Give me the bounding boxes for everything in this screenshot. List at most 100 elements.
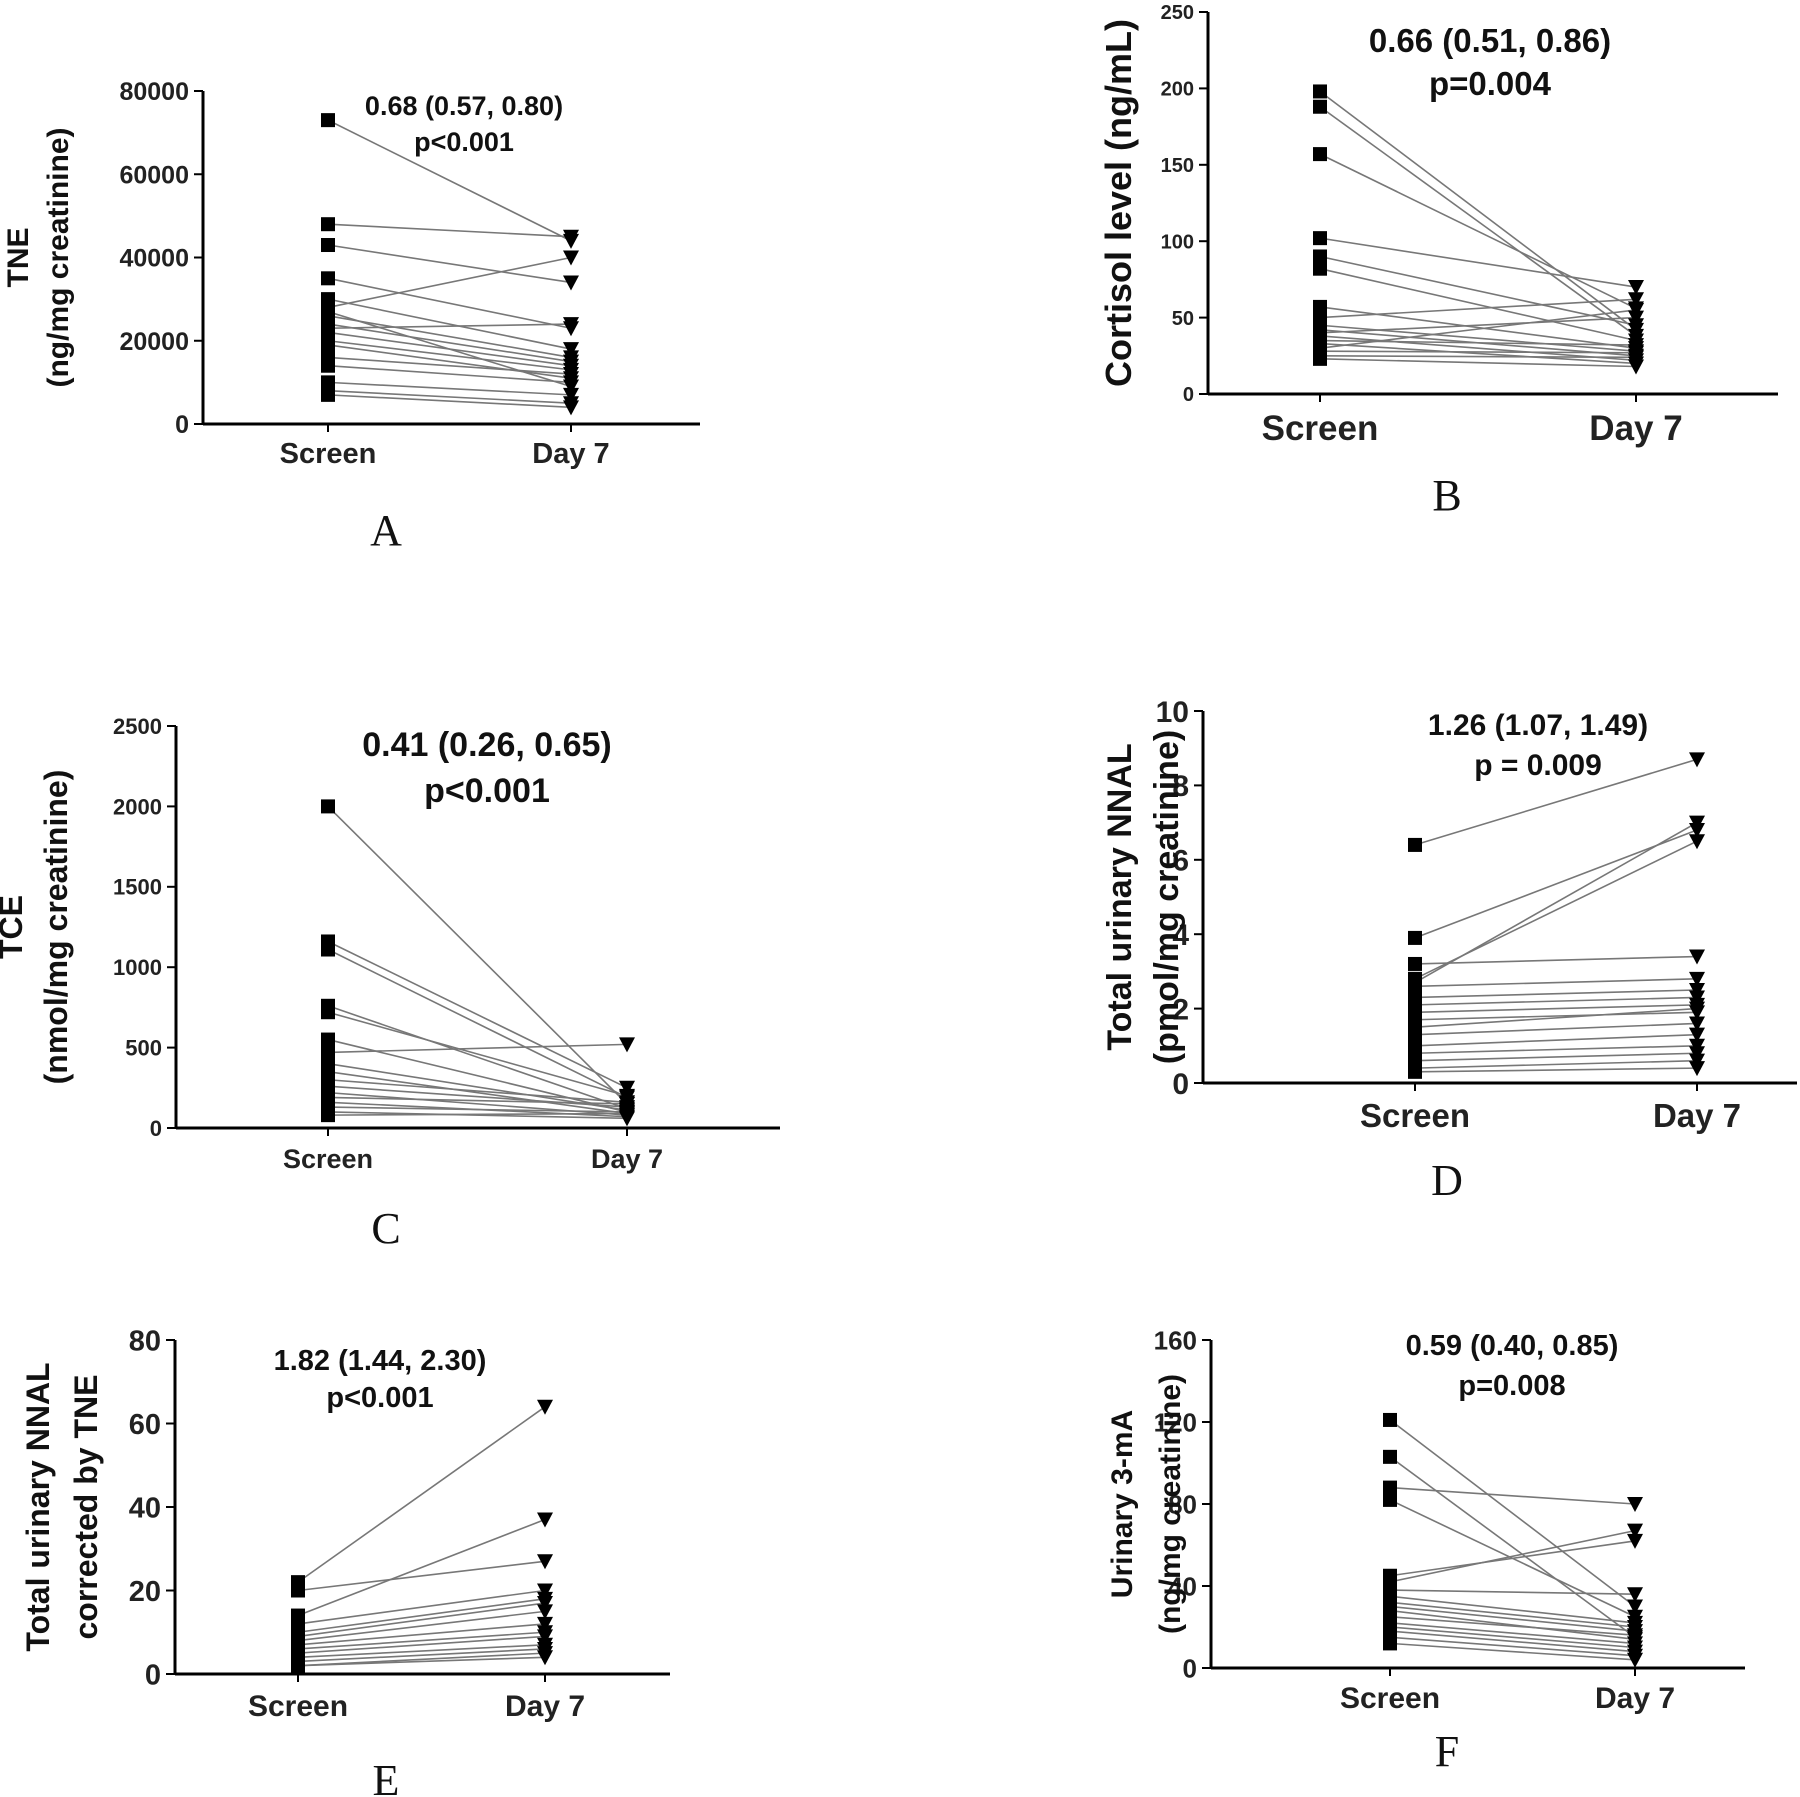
subject-line	[1414, 821, 1698, 984]
y-axis-label: TNE	[2, 228, 35, 288]
subject-line	[1389, 1626, 1636, 1649]
y-tick-label: 0	[175, 411, 189, 439]
panel-e: 0 20 40 60 80 Screen Day 7 Total urinary NNAL co…	[20, 1325, 670, 1797]
panel-letter: C	[371, 1204, 400, 1253]
y-axis-label: Total urinary NNAL	[20, 1362, 56, 1651]
screen-point	[1313, 84, 1327, 99]
day7-point	[563, 229, 579, 245]
subject-line	[297, 1623, 546, 1646]
subject-line	[327, 1085, 628, 1108]
subject-line	[297, 1648, 546, 1663]
day7-point	[1689, 834, 1705, 850]
x-tick-label: Screen	[1340, 1682, 1440, 1715]
screen-point	[321, 337, 335, 352]
p-value-annotation: p<0.001	[424, 772, 550, 810]
day7-point	[563, 275, 579, 291]
subject-line	[327, 805, 628, 1105]
y-tick-label: 150	[1161, 155, 1194, 177]
subject-line	[327, 1005, 628, 1110]
subject-line	[1389, 1456, 1636, 1638]
subject-line	[297, 1598, 546, 1634]
subject-line	[1319, 255, 1637, 327]
subject-line	[1414, 978, 1698, 988]
subject-line	[1389, 1540, 1636, 1577]
y-tick-label: 80	[1168, 1489, 1197, 1519]
screen-point	[321, 304, 335, 319]
y-tick-label: 160	[1154, 1325, 1197, 1355]
y-axis-label: (ng/mg creatinine)	[42, 127, 75, 387]
screen-point	[1313, 299, 1327, 314]
screen-point	[321, 358, 335, 373]
screen-point	[321, 321, 335, 336]
subject-line	[297, 1635, 546, 1654]
p-value-annotation: p=0.008	[1458, 1370, 1565, 1402]
subject-line	[327, 1106, 628, 1113]
screen-point	[1408, 1027, 1422, 1042]
subject-line	[1414, 1059, 1698, 1069]
y-tick-label: 2000	[113, 794, 162, 819]
subject-line	[1389, 1589, 1636, 1595]
subject-line	[1414, 1033, 1698, 1047]
subject-line	[1414, 1045, 1698, 1055]
y-tick-label: 20000	[119, 328, 189, 356]
day7-point	[537, 1512, 553, 1528]
y-tick-label: 40	[1168, 1571, 1197, 1601]
x-tick-label: Day 7	[1653, 1097, 1741, 1134]
subject-line	[1389, 1601, 1636, 1628]
x-tick-label: Screen	[280, 438, 377, 470]
subject-line	[297, 1602, 546, 1638]
day7-point	[1627, 1599, 1643, 1615]
screen-point	[1313, 231, 1327, 246]
subject-line	[1319, 350, 1637, 354]
screen-point	[321, 113, 335, 128]
y-tick-label: 0	[1183, 384, 1194, 406]
day7-point	[1628, 280, 1644, 296]
y-tick-label: 250	[1161, 2, 1194, 24]
y-axis-label: TCE	[0, 895, 29, 959]
subject-line	[1389, 1486, 1636, 1505]
subject-line	[1414, 758, 1698, 846]
day7-point	[619, 1080, 635, 1096]
day7-point	[1627, 1497, 1643, 1512]
y-axis-label: Cortisol level (ng/mL)	[1098, 19, 1139, 387]
subject-line	[1389, 1622, 1636, 1645]
subject-line	[327, 314, 572, 359]
day7-point	[537, 1554, 553, 1570]
ratio-annotation: 0.66 (0.51, 0.86)	[1369, 22, 1611, 59]
subject-line	[327, 310, 572, 388]
screen-point	[1313, 261, 1327, 276]
screen-point	[321, 1045, 335, 1060]
subject-line	[1319, 316, 1637, 334]
y-tick-label: 0	[145, 1659, 161, 1691]
y-tick-label: 1500	[113, 875, 162, 900]
screen-point	[1408, 979, 1422, 994]
y-axis-label: Urinary 3-mA	[1106, 1410, 1139, 1598]
y-tick-label: 1000	[113, 955, 162, 980]
screen-point	[1313, 249, 1327, 264]
subject-line	[297, 1589, 546, 1625]
day7-point	[563, 400, 579, 416]
subject-line	[327, 223, 572, 238]
x-tick-label: Day 7	[1595, 1682, 1675, 1715]
subject-line	[327, 1111, 628, 1120]
y-axis-label: (nmol/mg creatinine)	[38, 770, 74, 1085]
y-tick-label: 80000	[119, 78, 189, 106]
y-tick-label: 500	[125, 1036, 162, 1061]
subject-line	[327, 1043, 628, 1054]
screen-point	[1408, 930, 1422, 945]
day7-point	[1627, 1533, 1643, 1549]
screen-point	[1383, 1636, 1397, 1651]
subject-line	[1414, 989, 1698, 999]
panel-c: 0 500 1000 1500 2000 2500 Screen Day 7 TCE (nmol/…	[0, 714, 780, 1253]
ratio-annotation: 1.82 (1.44, 2.30)	[274, 1345, 487, 1377]
subject-line	[297, 1656, 546, 1667]
x-tick-label: Screen	[283, 1144, 373, 1174]
screen-point	[1383, 1449, 1397, 1464]
screen-point	[321, 799, 335, 814]
subject-line	[327, 948, 628, 1099]
y-tick-label: 4	[1172, 919, 1189, 952]
screen-point	[321, 292, 335, 307]
subject-line	[297, 1518, 546, 1617]
panel-letter: B	[1432, 471, 1461, 520]
screen-point	[1408, 837, 1422, 852]
